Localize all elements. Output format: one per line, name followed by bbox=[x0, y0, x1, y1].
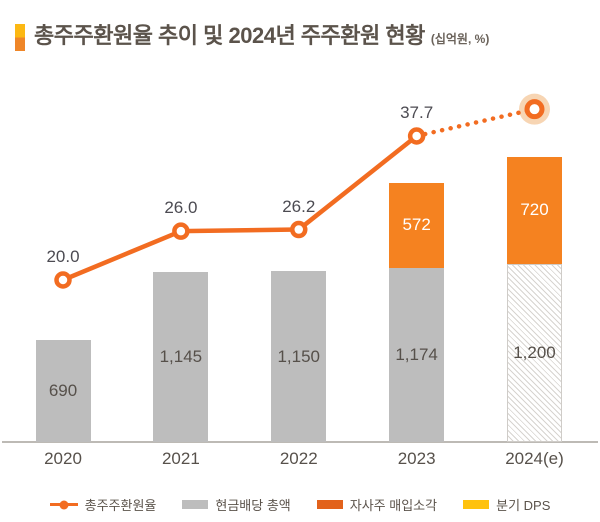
legend-swatch-icon bbox=[463, 500, 490, 509]
bar-segment-cash-dividend bbox=[389, 267, 445, 442]
line-point-label: 26.0 bbox=[164, 198, 198, 218]
chart-legend: 총주주환원율 현금배당 총액 자사주 매입소각 분기 DPS bbox=[0, 495, 600, 514]
legend-dot-icon bbox=[59, 500, 69, 509]
line-point-label: 20.0 bbox=[46, 247, 80, 266]
bar-value-label: 1,174 bbox=[395, 344, 438, 364]
bar-segment-cash-dividend bbox=[271, 271, 327, 442]
x-axis-line bbox=[2, 441, 598, 443]
bar-segment-buyback bbox=[507, 156, 562, 264]
legend-label: 총주주환원율 bbox=[84, 498, 157, 513]
legend-line-marker-icon bbox=[49, 500, 78, 509]
solid-line-segment bbox=[60, 133, 419, 283]
title-unit-label: (십억원, %) bbox=[430, 32, 490, 46]
line-marker bbox=[54, 271, 72, 289]
page-title: 총주주환원율 추이 및 2024년 주주환원 현황 bbox=[34, 23, 425, 48]
x-axis-tick-label: 2024(e) bbox=[505, 449, 564, 468]
line-marker bbox=[172, 222, 190, 240]
line-marker bbox=[407, 127, 426, 145]
legend-swatch-icon bbox=[182, 500, 209, 509]
x-axis-tick-label: 2021 bbox=[161, 449, 200, 468]
line-marker bbox=[290, 220, 308, 239]
bar-value-label: 1,200 bbox=[513, 342, 556, 362]
legend-item: 자사주 매입소각 bbox=[316, 495, 438, 514]
x-axis-tick-label: 2022 bbox=[279, 449, 318, 468]
legend-label: 현금배당 총액 bbox=[215, 498, 291, 513]
bar-segment-cash-dividend bbox=[35, 339, 91, 442]
legend-label: 분기 DPS bbox=[496, 498, 551, 513]
line-marker bbox=[524, 99, 545, 120]
bar-value-label: 572 bbox=[402, 215, 431, 235]
legend-item: 분기 DPS bbox=[463, 495, 550, 514]
bar-segment-cash-dividend bbox=[153, 271, 209, 442]
legend-item: 총주주환원율 bbox=[49, 495, 157, 514]
legend-swatch-icon bbox=[316, 500, 343, 509]
bar-value-label: 1,145 bbox=[159, 346, 203, 366]
bar-value-label: 720 bbox=[520, 200, 549, 220]
bar-value-label: 1,150 bbox=[277, 346, 321, 366]
legend-label: 자사주 매입소각 bbox=[349, 498, 438, 513]
line-point-label: 37.7 bbox=[400, 102, 434, 122]
title-bullet-icon bbox=[15, 24, 25, 51]
legend-item: 현금배당 총액 bbox=[182, 495, 291, 514]
line-endpoint-halo bbox=[519, 93, 550, 125]
x-axis-tick-label: 2020 bbox=[44, 449, 82, 468]
bar-segment-cash-dividend-estimate bbox=[507, 263, 562, 442]
bar-value-label: 690 bbox=[48, 380, 78, 400]
x-axis-tick-label: 2023 bbox=[397, 449, 436, 468]
line-point-label: 26.2 bbox=[282, 196, 316, 216]
chart-title-row: 총주주환원율 추이 및 2024년 주주환원 현황 (십억원, %) bbox=[15, 21, 489, 51]
